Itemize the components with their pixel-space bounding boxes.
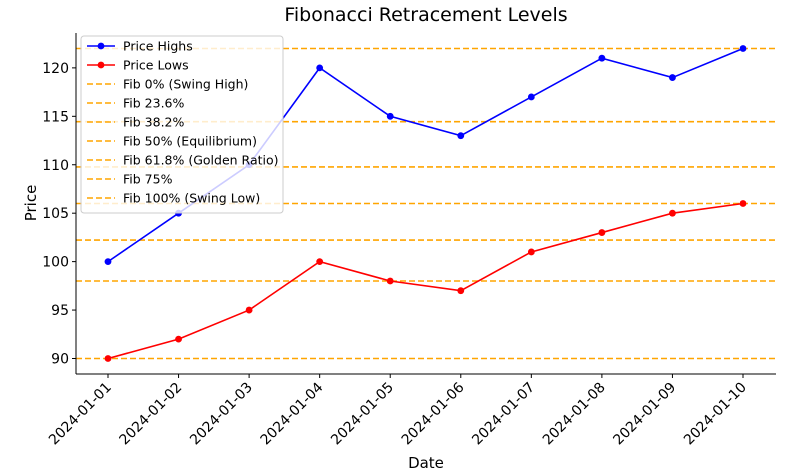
legend-label-5: Fib 50% (Equilibrium) bbox=[123, 134, 257, 149]
legend-label-7: Fib 75% bbox=[123, 172, 173, 187]
y-tick-label-95: 95 bbox=[51, 303, 69, 319]
series-line-1 bbox=[107, 202, 744, 360]
series-1-point-7 bbox=[598, 229, 606, 236]
x-tick-label-2: 2024-01-03 bbox=[187, 380, 256, 449]
series-0-point-4 bbox=[386, 112, 394, 120]
series-0-point-5 bbox=[457, 132, 465, 140]
series-1-point-0 bbox=[104, 355, 112, 362]
x-axis-label: Date bbox=[408, 454, 444, 472]
legend-box bbox=[80, 35, 284, 214]
x-tick-label-4: 2024-01-05 bbox=[328, 380, 397, 449]
series-1-point-2 bbox=[245, 306, 253, 314]
series-1-point-6 bbox=[527, 248, 535, 256]
series-0-point-6 bbox=[527, 93, 535, 101]
legend-marker-1 bbox=[97, 61, 105, 69]
legend-label-3: Fib 23.6% bbox=[123, 96, 184, 111]
y-axis-label: Price bbox=[22, 185, 40, 222]
x-tick-label-7: 2024-01-08 bbox=[540, 380, 609, 449]
legend: Price Highs Price Lows Fib 0% (Swing High)… bbox=[80, 35, 284, 214]
series-1-point-3 bbox=[316, 258, 324, 266]
y-tick-label-90: 90 bbox=[51, 352, 69, 368]
series-1-point-8 bbox=[669, 209, 676, 217]
x-tick-label-5: 2024-01-06 bbox=[399, 379, 468, 448]
x-tick-label-3: 2024-01-04 bbox=[258, 379, 327, 448]
x-tick-label-1: 2024-01-02 bbox=[117, 380, 186, 449]
legend-label-2: Fib 0% (Swing High) bbox=[123, 77, 248, 92]
legend-label-6: Fib 61.8% (Golden Ratio) bbox=[123, 153, 279, 168]
y-tick-label-120: 120 bbox=[42, 61, 69, 77]
series-1-point-5 bbox=[457, 287, 465, 295]
x-tick-label-0: 2024-01-01 bbox=[46, 380, 115, 449]
x-tick-label-6: 2024-01-07 bbox=[469, 380, 538, 449]
chart-title: Fibonacci Retracement Levels bbox=[284, 4, 567, 26]
legend-label-8: Fib 100% (Swing Low) bbox=[123, 191, 260, 206]
y-tick-label-110: 110 bbox=[42, 158, 69, 174]
legend-label-4: Fib 38.2% bbox=[123, 115, 184, 130]
series-1-point-4 bbox=[386, 277, 394, 285]
legend-marker-0 bbox=[97, 42, 105, 50]
y-tick-label-105: 105 bbox=[42, 206, 69, 222]
series-0-point-7 bbox=[598, 54, 606, 62]
legend-label-0: Price Highs bbox=[123, 39, 193, 54]
x-tick-label-8: 2024-01-09 bbox=[610, 380, 679, 449]
series-1-point-9 bbox=[739, 200, 747, 207]
x-tick-label-9: 2024-01-10 bbox=[681, 380, 750, 449]
series-0-point-9 bbox=[739, 45, 747, 52]
legend-label-1: Price Lows bbox=[123, 58, 189, 73]
series-0-point-3 bbox=[316, 64, 324, 72]
y-tick-label-100: 100 bbox=[42, 255, 69, 271]
series-0-point-8 bbox=[669, 74, 676, 81]
series-0-point-0 bbox=[104, 258, 112, 266]
series-1-point-1 bbox=[175, 335, 182, 343]
y-tick-label-115: 115 bbox=[42, 109, 69, 125]
